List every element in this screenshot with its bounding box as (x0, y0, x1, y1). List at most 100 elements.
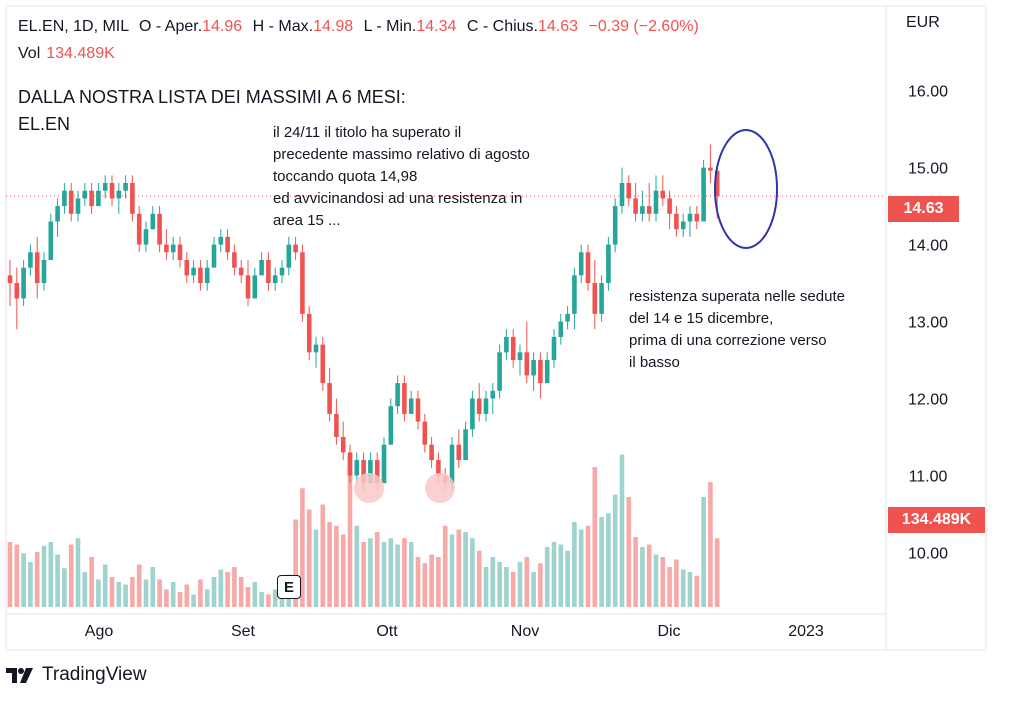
candle-body (402, 383, 407, 414)
volume-bar (313, 529, 319, 607)
candle-body (558, 321, 564, 337)
candle-body (449, 444, 455, 484)
candle-body (177, 244, 183, 260)
volume-bar (96, 579, 101, 607)
low-value: 14.34 (416, 18, 457, 35)
currency-label[interactable]: EUR (906, 14, 940, 31)
time-tick-label: Nov (511, 623, 539, 640)
volume-bar (232, 567, 237, 607)
volume-bar (578, 529, 584, 607)
volume-bar (667, 567, 672, 607)
candle-body (504, 336, 509, 353)
volume-bar (510, 572, 516, 607)
resistance-break-ellipse (714, 129, 778, 249)
volume-bar (225, 572, 230, 607)
candle-body (592, 283, 598, 314)
volume-bar (633, 537, 638, 607)
candle-body (96, 190, 101, 207)
candle-body (82, 190, 88, 199)
candle-body (143, 229, 149, 245)
volume-bar (259, 592, 264, 607)
candle-body (41, 259, 47, 284)
volume-bar (28, 562, 33, 607)
volume-bar (429, 554, 434, 607)
volume-bar (490, 557, 496, 607)
volume-bar (48, 542, 54, 607)
price-tick-label: 14.00 (908, 238, 948, 255)
volume-bar (470, 538, 475, 607)
candle-body (694, 213, 700, 222)
candle-body (150, 213, 156, 230)
candle-body (286, 244, 292, 268)
earnings-event-marker[interactable]: E (277, 575, 301, 599)
volume-bar (300, 488, 305, 607)
open-value: 14.96 (202, 18, 243, 35)
candle-body (157, 213, 162, 245)
candle-body (619, 183, 625, 207)
candle-body (660, 190, 666, 199)
volume-bar (7, 542, 13, 607)
candle-body (347, 452, 353, 476)
high-value: 14.98 (313, 18, 354, 35)
volume-bar (442, 525, 448, 607)
volume-bar (184, 584, 190, 607)
candle-body (89, 190, 94, 207)
candle-body (334, 413, 339, 437)
volume-bar (177, 592, 183, 607)
ohlc-legend: EL.EN, 1D, MIL O - Aper.14.96 H - Max.14… (18, 18, 699, 36)
volume-bar (538, 563, 543, 607)
volume-bar (606, 513, 611, 607)
candle-body (204, 267, 210, 284)
candle-body (633, 198, 638, 214)
candle-body (626, 183, 632, 199)
candle-body (456, 444, 462, 461)
candles (7, 144, 720, 491)
candlestick-chart: 10.00 11.00 12.00 13.00 14.00 15.00 16.00 Ago S… (5, 5, 987, 651)
candle-body (585, 252, 591, 284)
time-axis[interactable]: Ago Set Ott Nov Dic 2023 (85, 623, 824, 640)
candle-body (599, 283, 604, 314)
volume-bar (660, 557, 666, 607)
time-tick-label: Dic (657, 623, 680, 640)
tradingview-brand[interactable]: TradingView (6, 664, 147, 686)
volume-bar (293, 519, 298, 607)
last-price-tag: 14.63 (888, 196, 959, 222)
candle-body (381, 444, 387, 484)
volume-bar (476, 550, 482, 607)
candle-body (109, 183, 115, 199)
volume-bar (714, 538, 720, 607)
volume-bar (75, 538, 81, 607)
volume-bar (415, 557, 421, 607)
candle-body (300, 252, 305, 314)
candle-body (266, 259, 271, 284)
volume-bar (674, 559, 679, 607)
candle-body (361, 460, 366, 484)
candle-body (211, 244, 217, 268)
volume-bar (21, 553, 26, 607)
note-2-line: prima di una correzione verso (629, 332, 827, 349)
tradingview-logo-icon (6, 668, 33, 683)
candle-body (640, 206, 645, 214)
candle-body (130, 183, 135, 214)
candle-body (191, 267, 196, 276)
volume-bar (504, 567, 509, 607)
change-value: −0.39 (−2.60%) (588, 18, 699, 35)
volume-bar (640, 547, 645, 607)
volume-bar (204, 589, 210, 607)
volume-bar (531, 572, 536, 607)
volume-bar (211, 577, 217, 607)
candle-body (701, 167, 706, 222)
volume-bar (422, 563, 428, 607)
volume-bar (218, 569, 224, 607)
volume-label[interactable]: Vol (18, 45, 41, 62)
time-tick-label: Set (231, 623, 256, 640)
symbol-label[interactable]: EL.EN, 1D, MIL (18, 18, 129, 35)
last-volume-tag: 134.489K (888, 507, 985, 533)
price-axis[interactable]: 10.00 11.00 12.00 13.00 14.00 15.00 16.00 (908, 84, 948, 563)
volume-bar (245, 587, 251, 607)
candle-body (116, 190, 122, 199)
candle-body (279, 267, 285, 276)
candle-body (687, 213, 693, 222)
close-label: C - Chius. (466, 18, 538, 35)
volume-bar (123, 584, 128, 607)
